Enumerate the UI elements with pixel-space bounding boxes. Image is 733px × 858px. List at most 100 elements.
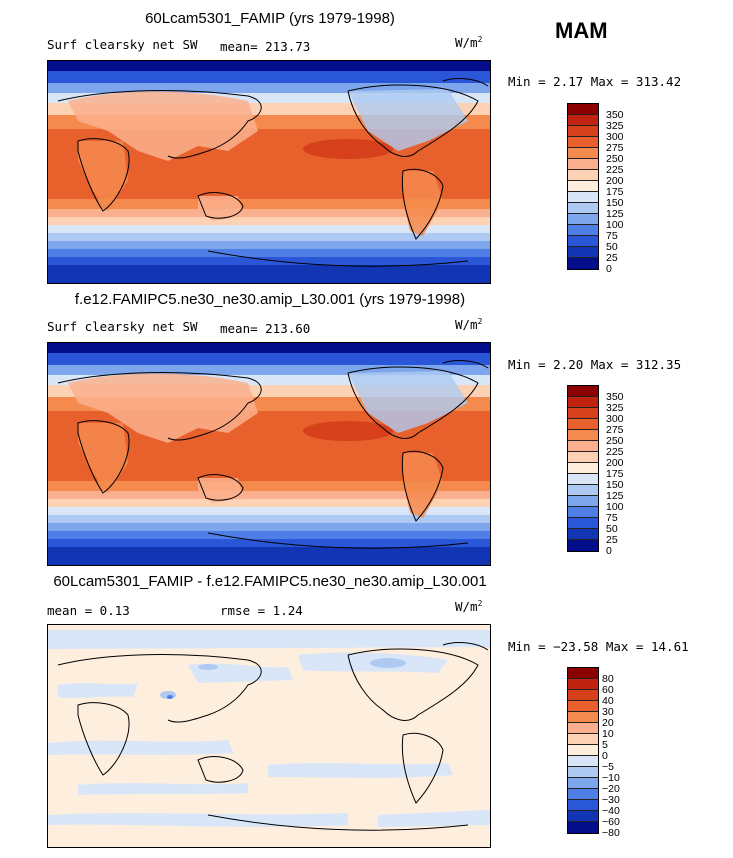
panel-3-colorbar-swatch — [568, 789, 598, 800]
panel-1-colorbar-swatch — [568, 247, 598, 258]
panel-1-level-label: 50 — [606, 241, 618, 253]
panel-2-minmax: Min = 2.20 Max = 312.35 — [508, 357, 682, 372]
panel-3-colorbar-swatch — [568, 734, 598, 745]
panel-3-level-label: 30 — [602, 706, 614, 718]
panel-1-level-label: 150 — [606, 197, 624, 209]
panel-3-level-label: −60 — [602, 816, 620, 828]
panel-1-colorbar-swatch — [568, 159, 598, 170]
panel-3-colorbar-swatch — [568, 679, 598, 690]
panel-1-level-label: 225 — [606, 164, 624, 176]
panel-2-units: W/m2 — [455, 317, 483, 333]
panel-1-level-label: 100 — [606, 219, 624, 231]
panel-2-level-label: 300 — [606, 413, 624, 425]
panel-3-level-label: 5 — [602, 739, 608, 751]
panel-1-colorbar-swatch — [568, 225, 598, 236]
panel-3-colorbar-swatch — [568, 811, 598, 822]
panel-2-colorbar-swatch — [568, 507, 598, 518]
panel-2-variable-label: Surf clearsky net SW — [47, 319, 198, 334]
panel-3-level-label: −40 — [602, 805, 620, 817]
panel-1-units: W/m2 — [455, 35, 483, 51]
panel-1-colorbar-swatch — [568, 104, 598, 115]
panel-2-level-label: 75 — [606, 512, 618, 524]
panel-2-colorbar-swatch — [568, 485, 598, 496]
panel-1-colorbar-swatch — [568, 236, 598, 247]
panel-3-colorbar-swatch — [568, 745, 598, 756]
panel-3-colorbar-swatch — [568, 822, 598, 833]
panel-3-units: W/m2 — [455, 599, 483, 615]
panel-1-level-label: 75 — [606, 230, 618, 242]
panel-1-colorbar-swatch — [568, 115, 598, 126]
panel-2-level-label: 225 — [606, 446, 624, 458]
panel-1-colorbar — [567, 103, 599, 270]
panel-2-level-label: 50 — [606, 523, 618, 535]
panel-3-level-label: −80 — [602, 827, 620, 839]
panel-1-level-label: 0 — [606, 263, 612, 275]
panel-1-level-label: 250 — [606, 153, 624, 165]
panel-1-level-label: 325 — [606, 120, 624, 132]
panel-2-colorbar-swatch — [568, 463, 598, 474]
panel-2-level-label: 175 — [606, 468, 624, 480]
panel-1-colorbar-swatch — [568, 137, 598, 148]
panel-2-colorbar-swatch — [568, 441, 598, 452]
panel-3-colorbar-swatch — [568, 756, 598, 767]
panel-1-level-label: 300 — [606, 131, 624, 143]
panel-2-level-label: 150 — [606, 479, 624, 491]
panel-1-map — [47, 60, 491, 284]
panel-3-map — [47, 624, 491, 848]
panel-2-level-label: 0 — [606, 545, 612, 557]
panel-2-level-label: 350 — [606, 391, 624, 403]
panel-2-level-label: 250 — [606, 435, 624, 447]
panel-3-colorbar-swatch — [568, 701, 598, 712]
panel-1-level-label: 125 — [606, 208, 624, 220]
panel-3-colorbar-swatch — [568, 723, 598, 734]
panel-3-level-label: −20 — [602, 783, 620, 795]
panel-2-title: f.e12.FAMIPC5.ne30_ne30.amip_L30.001 (yr… — [74, 291, 466, 308]
panel-1-colorbar-swatch — [568, 192, 598, 203]
panel-3-colorbar-swatch — [568, 712, 598, 723]
panel-3-level-label: 10 — [602, 728, 614, 740]
panel-1-colorbar-swatch — [568, 181, 598, 192]
panel-1-title: 60Lcam5301_FAMIP (yrs 1979-1998) — [145, 10, 395, 27]
panel-1-colorbar-swatch — [568, 258, 598, 269]
panel-3-level-label: −10 — [602, 772, 620, 784]
panel-3-level-label: −5 — [602, 761, 614, 773]
panel-1-level-label: 350 — [606, 109, 624, 121]
panel-3-level-label: 80 — [602, 673, 614, 685]
panel-1-colorbar-swatch — [568, 214, 598, 225]
panel-1-level-label: 200 — [606, 175, 624, 187]
panel-2-level-label: 275 — [606, 424, 624, 436]
panel-3-level-label: 60 — [602, 684, 614, 696]
panel-1-colorbar-swatch — [568, 203, 598, 214]
panel-2-level-label: 25 — [606, 534, 618, 546]
season-label: MAM — [555, 18, 608, 43]
panel-2-colorbar-swatch — [568, 496, 598, 507]
panel-1-colorbar-swatch — [568, 148, 598, 159]
panel-2-colorbar-swatch — [568, 408, 598, 419]
panel-3-minmax: Min = −23.58 Max = 14.61 — [508, 639, 689, 654]
panel-2-map — [47, 342, 491, 566]
panel-2-mean-label: mean= 213.60 — [220, 321, 311, 336]
panel-3-colorbar-swatch — [568, 668, 598, 679]
panel-3-colorbar-swatch — [568, 767, 598, 778]
panel-1-minmax: Min = 2.17 Max = 313.42 — [508, 74, 682, 89]
panel-3-level-label: −30 — [602, 794, 620, 806]
panel-1-colorbar-swatch — [568, 170, 598, 181]
panel-2-colorbar-swatch — [568, 474, 598, 485]
panel-3-level-label: 40 — [602, 695, 614, 707]
panel-2-colorbar-swatch — [568, 452, 598, 463]
panel-3-level-label: 20 — [602, 717, 614, 729]
panel-2-colorbar-swatch — [568, 430, 598, 441]
panel-2-level-label: 100 — [606, 501, 624, 513]
panel-2-colorbar-swatch — [568, 386, 598, 397]
panel-1-level-label: 175 — [606, 186, 624, 198]
panel-1-level-label: 275 — [606, 142, 624, 154]
panel-3-colorbar-swatch — [568, 690, 598, 701]
panel-3-mean-label: mean = 0.13 — [47, 603, 130, 618]
band-90n — [48, 61, 490, 71]
panel-2-level-label: 125 — [606, 490, 624, 502]
panel-2-colorbar-swatch — [568, 397, 598, 408]
panel-3-colorbar — [567, 667, 599, 834]
panel-1-level-label: 25 — [606, 252, 618, 264]
panel-1-mean-label: mean= 213.73 — [220, 39, 311, 54]
panel-3-colorbar-swatch — [568, 800, 598, 811]
